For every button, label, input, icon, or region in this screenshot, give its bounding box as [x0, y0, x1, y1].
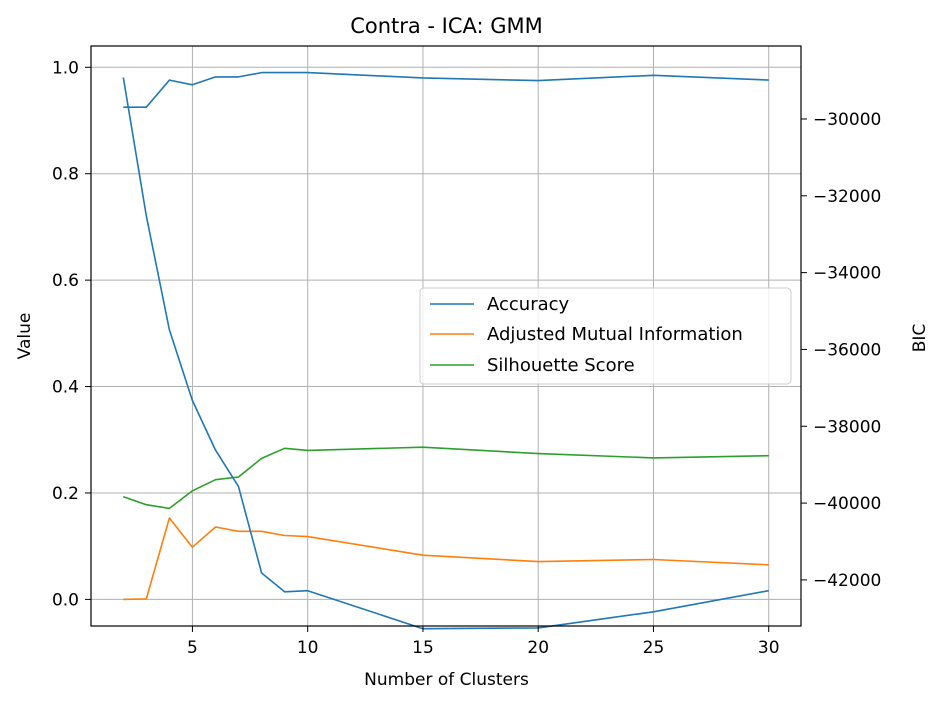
legend-label-accuracy: Accuracy [487, 294, 570, 315]
y-axis-label: Value [15, 313, 35, 360]
y2-axis-label: BIC [910, 324, 930, 353]
y-tick-label: 0.0 [52, 590, 79, 610]
y-ticks: 0.0 0.2 0.4 0.6 0.8 1.0 [52, 58, 91, 610]
x-tick-label: 25 [643, 638, 665, 658]
y2-tick-label: −38000 [813, 417, 881, 437]
x-tick-label: 5 [187, 638, 198, 658]
y-tick-label: 0.8 [52, 165, 79, 185]
y2-tick-label: −42000 [813, 571, 881, 591]
chart-title: Contra - ICA: GMM [350, 14, 543, 38]
y2-tick-label: −30000 [813, 110, 881, 130]
x-axis-label: Number of Clusters [364, 670, 529, 690]
y2-ticks: −30000 −32000 −34000 −36000 −38000 −40000 −420… [801, 110, 881, 591]
x-tick-label: 20 [527, 638, 549, 658]
y-tick-label: 0.2 [52, 484, 79, 504]
series-line-silhouette-score [123, 446, 769, 510]
legend-label-ami: Adjusted Mutual Information [487, 324, 743, 345]
x-ticks: 5 10 15 20 25 30 [187, 626, 780, 658]
y2-tick-label: −40000 [813, 494, 881, 514]
y-tick-label: 0.4 [52, 378, 79, 398]
y2-tick-label: −32000 [813, 187, 881, 207]
series-line-adjusted-mutual-information [123, 517, 769, 601]
y2-tick-label: −34000 [813, 264, 881, 284]
legend-box [419, 287, 792, 385]
y2-tick-label: −36000 [813, 340, 881, 360]
legend-label-silhouette: Silhouette Score [487, 355, 635, 376]
series-line-accuracy [123, 71, 769, 108]
x-tick-label: 10 [297, 638, 319, 658]
legend: Accuracy Adjusted Mutual Information Sil… [419, 287, 792, 385]
y-tick-label: 1.0 [52, 58, 79, 78]
x-tick-label: 15 [412, 638, 434, 658]
plot-frame [90, 45, 802, 627]
y-tick-label: 0.6 [52, 271, 79, 291]
x-tick-label: 30 [758, 638, 780, 658]
